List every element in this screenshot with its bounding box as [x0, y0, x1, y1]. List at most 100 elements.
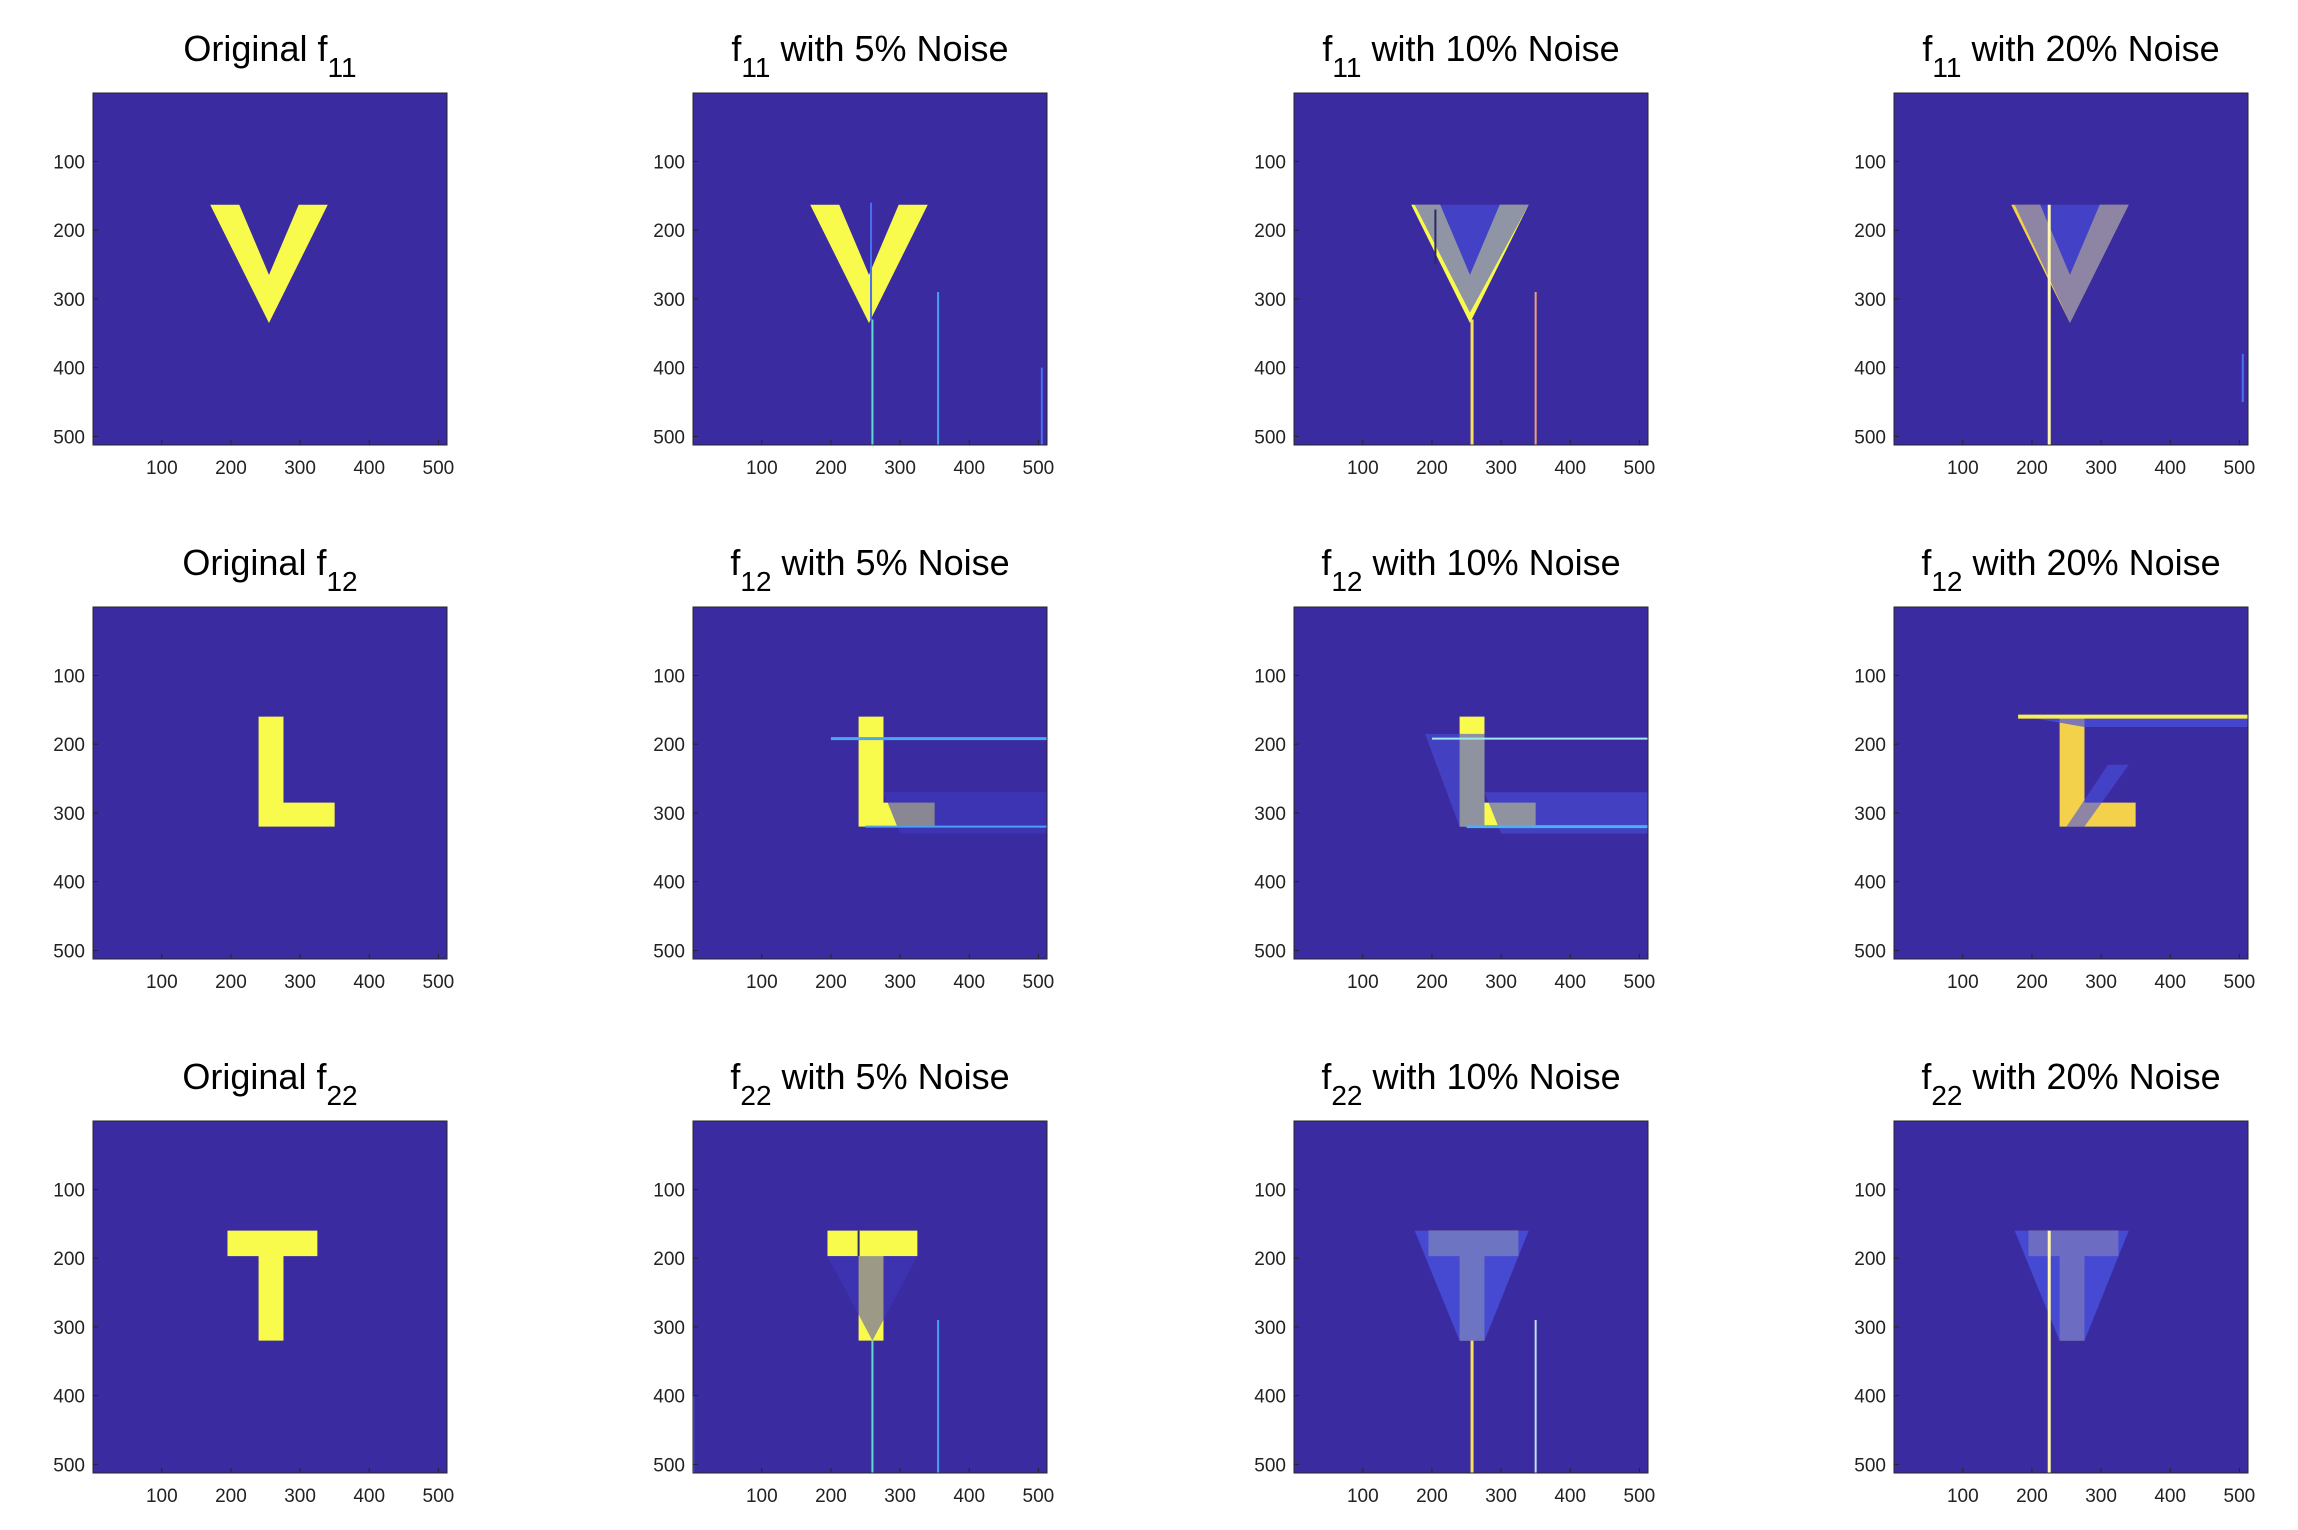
x-tick-label: 500 — [423, 1486, 455, 1507]
panel: 100 200 300 400 500 100 200 300 400 500 f12 with 2… — [1854, 542, 2255, 993]
x-tick-label: 400 — [1554, 972, 1586, 993]
noise-region — [2025, 716, 2248, 727]
y-tick-label: 500 — [1854, 427, 1886, 448]
y-tick-label: 300 — [653, 1318, 685, 1339]
title-text: with 20% Noise — [1961, 28, 2219, 69]
axes-box — [1293, 606, 1649, 960]
y-tick-label: 100 — [1254, 666, 1286, 687]
image-shape — [2059, 716, 2136, 827]
panel: 100 200 300 400 500 100 200 300 400 500 f22 with 5… — [653, 1056, 1054, 1507]
x-tick-label: 100 — [1947, 458, 1979, 479]
x-tick-label: 400 — [353, 1486, 385, 1507]
y-tick-label: 300 — [53, 290, 85, 311]
image — [1894, 607, 2248, 959]
y-tick-label: 100 — [653, 1180, 685, 1201]
noise-region — [2066, 764, 2129, 827]
y-tick-label: 200 — [653, 221, 685, 242]
x-tick-label: 200 — [2016, 458, 2048, 479]
image — [693, 607, 1047, 959]
title-text: f — [730, 1056, 741, 1097]
title-text: with 10% Noise — [1363, 542, 1621, 583]
title-text: with 5% Noise — [772, 542, 1010, 583]
y-tick-label: 100 — [1254, 152, 1286, 173]
x-tick-label: 500 — [1624, 972, 1656, 993]
y-tick-label: 200 — [1254, 735, 1286, 756]
x-tick-label: 400 — [953, 972, 985, 993]
x-tick-label: 100 — [146, 972, 178, 993]
y-tick-label: 400 — [653, 1387, 685, 1408]
y-tick-label: 400 — [1254, 359, 1286, 380]
title-text: f — [1921, 542, 1932, 583]
y-tick-label: 100 — [1854, 666, 1886, 687]
x-tick-label: 100 — [1347, 1486, 1379, 1507]
y-tick-label: 200 — [53, 1249, 85, 1270]
x-tick-label: 100 — [1347, 972, 1379, 993]
x-tick-label: 100 — [146, 458, 178, 479]
axes-box — [1293, 92, 1649, 446]
y-tick-label: 500 — [53, 1455, 85, 1476]
image — [93, 607, 447, 959]
x-tick-label: 500 — [423, 972, 455, 993]
y-tick-label: 200 — [1254, 221, 1286, 242]
axes-box — [1293, 1120, 1649, 1474]
panel: 100 200 300 400 500 100 200 300 400 500 f11 with 2… — [1854, 28, 2255, 479]
image — [1294, 1121, 1648, 1473]
x-tick-label: 500 — [1624, 1486, 1656, 1507]
chart-title: f12 with 5% Noise — [730, 542, 1009, 597]
title-text: f — [1322, 28, 1333, 69]
noise-region — [1414, 204, 1529, 313]
x-tick-label: 400 — [953, 458, 985, 479]
x-tick-label: 100 — [746, 1486, 778, 1507]
y-tick-label: 500 — [653, 941, 685, 962]
y-tick-label: 300 — [653, 290, 685, 311]
x-tick-label: 400 — [2154, 972, 2186, 993]
image — [93, 1121, 447, 1473]
y-tick-label: 500 — [1254, 1455, 1286, 1476]
x-tick-label: 300 — [884, 972, 916, 993]
title-subscript: 11 — [741, 52, 770, 83]
y-tick-label: 300 — [53, 804, 85, 825]
x-tick-label: 300 — [2085, 972, 2117, 993]
title-subscript: 11 — [327, 52, 356, 83]
image-background — [93, 93, 447, 445]
x-tick-label: 300 — [884, 458, 916, 479]
y-tick-label: 200 — [53, 221, 85, 242]
title-subscript: 12 — [1331, 566, 1362, 597]
image — [693, 93, 1047, 445]
image — [1894, 1121, 2248, 1473]
y-tick-label: 300 — [1854, 290, 1886, 311]
noise-region — [2014, 204, 2129, 323]
y-tick-label: 400 — [653, 359, 685, 380]
x-tick-label: 200 — [2016, 1486, 2048, 1507]
y-tick-label: 200 — [53, 735, 85, 756]
chart-title: f12 with 20% Noise — [1921, 542, 2220, 597]
x-tick-label: 200 — [1416, 972, 1448, 993]
panel: 100 200 300 400 500 100 200 300 400 500 f12 with 5… — [653, 542, 1054, 993]
x-tick-label: 200 — [815, 972, 847, 993]
axes-box — [1893, 1120, 2249, 1474]
title-subscript: 22 — [740, 1080, 771, 1111]
axes-box — [92, 92, 448, 446]
x-tick-label: 300 — [2085, 458, 2117, 479]
axes-box — [692, 92, 1048, 446]
title-text: Original f — [182, 542, 327, 583]
x-tick-label: 400 — [2154, 458, 2186, 479]
image — [1294, 607, 1648, 959]
title-subscript: 11 — [1932, 52, 1961, 83]
x-tick-label: 500 — [1023, 972, 1055, 993]
y-tick-label: 400 — [1854, 1387, 1886, 1408]
title-subscript: 11 — [1332, 52, 1361, 83]
panel: 100 200 300 400 500 100 200 300 400 500 f11 with 5… — [653, 28, 1054, 479]
x-tick-label: 500 — [2224, 458, 2256, 479]
title-text: with 5% Noise — [772, 1056, 1010, 1097]
x-tick-label: 200 — [815, 1486, 847, 1507]
y-tick-label: 100 — [53, 1180, 85, 1201]
image-shape — [258, 716, 335, 827]
y-tick-label: 100 — [653, 666, 685, 687]
panel: 100 200 300 400 500 100 200 300 400 500 Original f… — [53, 542, 454, 993]
y-tick-label: 100 — [1254, 1180, 1286, 1201]
noise-region — [883, 792, 1047, 834]
noise-region — [827, 1256, 918, 1341]
